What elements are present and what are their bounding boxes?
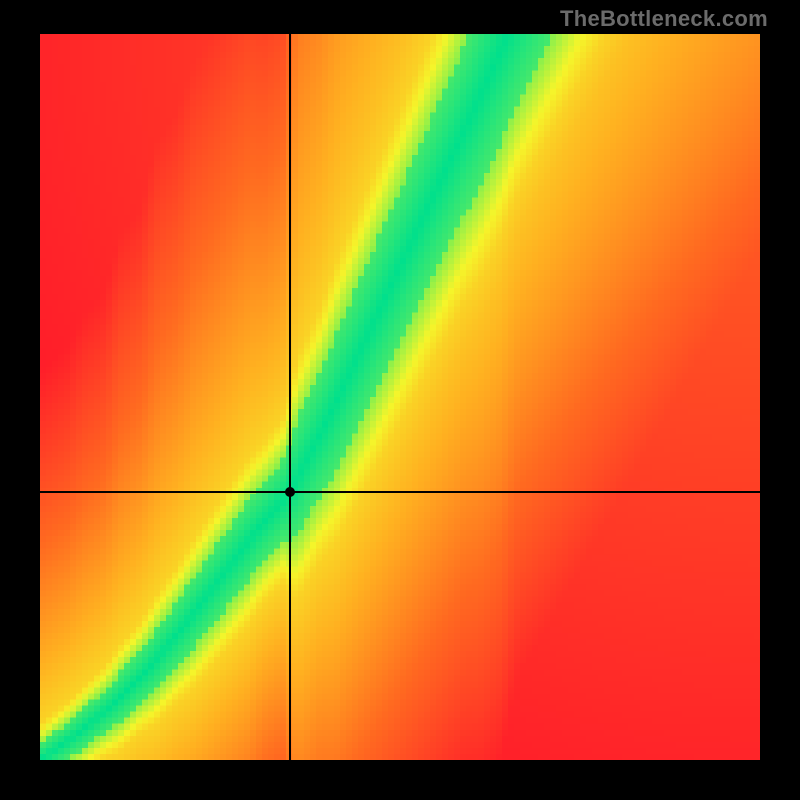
crosshair-vertical: [289, 34, 290, 760]
crosshair-marker: [285, 487, 295, 497]
heatmap-canvas: [40, 34, 760, 760]
watermark-text: TheBottleneck.com: [560, 6, 768, 32]
heatmap-plot: [40, 34, 760, 760]
crosshair-horizontal: [40, 491, 760, 492]
